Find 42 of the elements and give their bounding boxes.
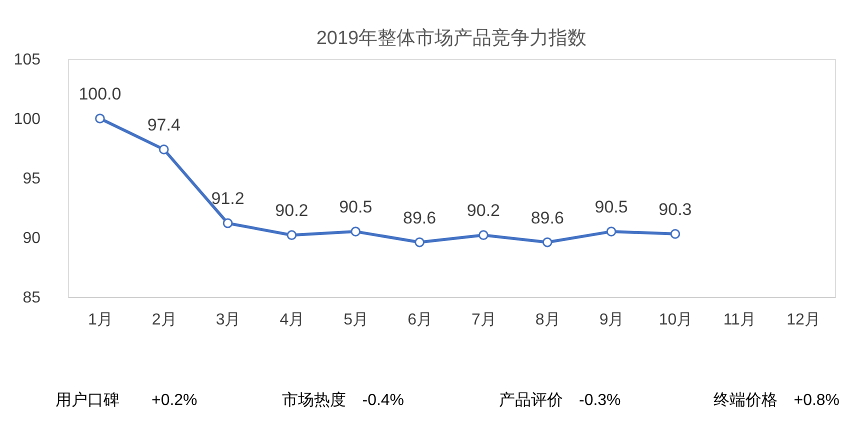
y-tick-label: 95 — [22, 170, 41, 188]
data-label: 90.2 — [275, 201, 308, 220]
x-tick-label: 10月 — [658, 312, 693, 328]
data-label: 91.2 — [211, 189, 244, 208]
point — [414, 237, 424, 248]
x-tick-label: 9月 — [599, 312, 624, 328]
x-tick-label: 2月 — [152, 312, 177, 328]
data-label: 90.3 — [658, 200, 692, 219]
point — [158, 144, 169, 154]
point — [286, 230, 297, 240]
x-tick-label: 1月 — [88, 312, 113, 328]
x-tick-label: 7月 — [472, 312, 496, 328]
data-label: 90.2 — [466, 201, 500, 220]
y-tick-label: 90 — [22, 230, 41, 247]
text: 终端价格 +0.8% — [714, 391, 840, 409]
x-tick-label: 3月 — [216, 312, 241, 328]
data-label: 100.0 — [78, 84, 122, 104]
point — [670, 229, 680, 239]
x-tick-label: 4月 — [280, 312, 305, 328]
text: 用户口碑 +0.2% — [55, 391, 198, 409]
x-tick-label: 5月 — [344, 312, 369, 328]
point — [478, 230, 488, 240]
x-tick-label: 6月 — [408, 312, 432, 328]
text: 市场热度 -0.4% — [282, 391, 404, 409]
data-label: 89.6 — [402, 208, 436, 228]
y-tick-label: 100 — [14, 111, 41, 128]
data-label: 97.4 — [147, 115, 180, 134]
data-label: 90.5 — [594, 198, 628, 217]
point — [606, 226, 616, 236]
y-tick-label: 85 — [22, 290, 41, 306]
x-tick-label: 11月 — [723, 312, 756, 328]
x-tick-label: 12月 — [786, 312, 820, 328]
x-tick-label: 8月 — [535, 312, 560, 328]
y-tick-label: 105 — [14, 52, 41, 68]
point — [350, 226, 361, 236]
data-label: 89.6 — [530, 208, 564, 228]
chart-title: 2019年整体市场产品竞争力指数 — [316, 27, 587, 49]
data-label: 90.5 — [339, 198, 372, 217]
point — [95, 114, 105, 124]
text: 产品评价 -0.3% — [498, 391, 621, 409]
point — [542, 237, 552, 248]
point — [222, 218, 233, 228]
